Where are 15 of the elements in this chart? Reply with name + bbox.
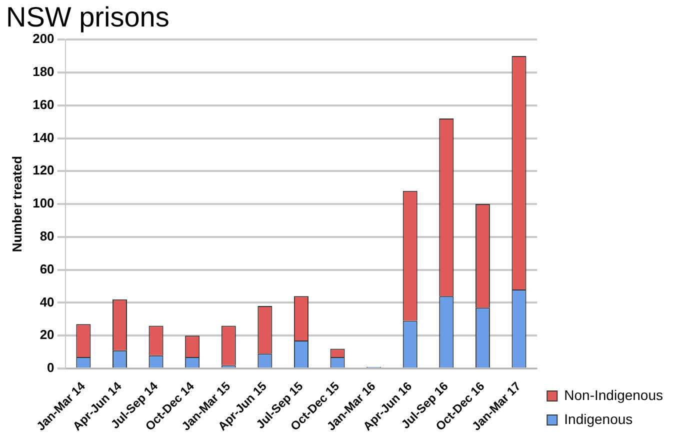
y-tick-label: 40 <box>40 294 54 310</box>
legend-label: Indigenous <box>564 410 633 427</box>
y-tick-label: 160 <box>32 96 54 112</box>
y-tick-label: 0 <box>47 360 54 376</box>
legend-label: Non-Indigenous <box>564 386 664 403</box>
y-tick-label: 100 <box>32 196 54 211</box>
y-tick-label: 140 <box>32 130 54 145</box>
chart-title: NSW prisons <box>6 2 170 33</box>
y-tick-label: 20 <box>40 327 54 342</box>
y-tick-label: 60 <box>40 261 54 276</box>
y-axis-title: Number treated <box>9 156 24 252</box>
y-tick-label: 180 <box>32 64 54 80</box>
y-tick-label: 200 <box>32 31 54 46</box>
y-tick-label: 80 <box>40 228 54 244</box>
y-tick-label: 120 <box>32 162 54 178</box>
